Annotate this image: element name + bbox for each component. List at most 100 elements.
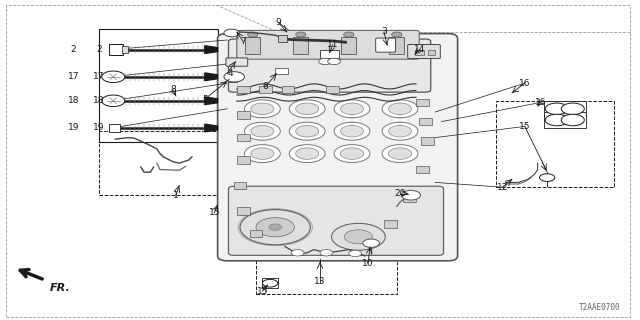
Bar [544,112,586,128]
Bar [109,44,123,55]
Bar [293,37,308,54]
Text: 3: 3 [381,28,387,36]
Bar [403,195,416,202]
Polygon shape [205,73,218,81]
Circle shape [244,122,280,140]
Text: 14: 14 [413,45,425,54]
Circle shape [262,279,278,287]
Circle shape [340,103,364,115]
Bar [237,207,250,215]
Circle shape [251,125,274,137]
Circle shape [388,103,412,115]
Circle shape [328,58,340,65]
FancyBboxPatch shape [237,30,419,59]
FancyBboxPatch shape [408,44,440,59]
Text: 4: 4 [228,69,233,78]
Bar [237,111,250,119]
Bar [109,124,120,132]
Bar [282,86,294,93]
Polygon shape [205,124,218,132]
Text: 1: 1 [173,191,179,200]
Polygon shape [205,97,218,105]
Circle shape [240,210,310,245]
Circle shape [344,230,372,244]
FancyBboxPatch shape [376,38,396,52]
Text: 11: 11 [327,40,339,49]
Text: 2: 2 [71,45,76,54]
Bar [384,220,397,228]
Polygon shape [205,46,218,53]
Text: 19: 19 [68,124,79,132]
Bar [237,134,250,141]
Text: 2: 2 [97,45,102,54]
Bar [234,182,246,189]
Circle shape [334,122,370,140]
Text: 5: 5 [202,95,207,104]
Circle shape [291,250,304,256]
FancyBboxPatch shape [218,34,458,261]
Circle shape [296,103,319,115]
Circle shape [349,250,362,257]
Bar [320,50,339,58]
Bar [341,37,356,54]
Bar [326,86,339,93]
Bar [544,101,586,117]
Bar [228,72,237,82]
Circle shape [289,100,325,118]
Circle shape [319,58,332,65]
Bar [250,230,262,237]
Circle shape [388,125,412,137]
Circle shape [401,190,420,200]
Bar [245,37,260,54]
Bar [416,99,429,106]
Text: 15: 15 [257,287,268,296]
Circle shape [561,103,584,115]
Circle shape [545,114,568,126]
Circle shape [269,224,282,230]
Bar [99,131,218,195]
Text: 20: 20 [394,189,406,198]
Text: 13: 13 [314,277,326,286]
Circle shape [296,125,319,137]
Bar [415,50,424,55]
Circle shape [344,32,354,37]
Circle shape [545,103,568,115]
Circle shape [392,32,402,37]
Bar [278,35,287,42]
Bar [389,37,404,54]
Circle shape [244,145,280,163]
Bar [496,101,614,187]
Circle shape [332,223,385,250]
Circle shape [244,100,280,118]
Circle shape [224,72,244,82]
Text: 15: 15 [209,208,220,217]
Text: 16: 16 [535,98,547,107]
Bar [419,118,432,125]
Bar [237,86,250,93]
Circle shape [296,148,319,159]
Circle shape [334,100,370,118]
Text: T2AAE0700: T2AAE0700 [579,303,621,312]
Bar [428,50,435,55]
Circle shape [388,148,412,159]
FancyBboxPatch shape [228,39,431,92]
Circle shape [363,239,380,247]
Circle shape [289,145,325,163]
Circle shape [382,122,418,140]
Circle shape [251,148,274,159]
Text: 9: 9 [276,18,281,27]
Text: FR.: FR. [50,283,70,292]
Circle shape [102,95,125,107]
Circle shape [102,71,125,83]
Text: 10: 10 [362,260,374,268]
Bar [259,86,272,93]
Circle shape [382,100,418,118]
Circle shape [540,174,555,181]
Circle shape [382,145,418,163]
Circle shape [340,148,364,159]
Bar [262,278,278,288]
Circle shape [340,125,364,137]
Text: 18: 18 [93,96,105,105]
Circle shape [289,122,325,140]
Text: 7: 7 [241,37,246,46]
